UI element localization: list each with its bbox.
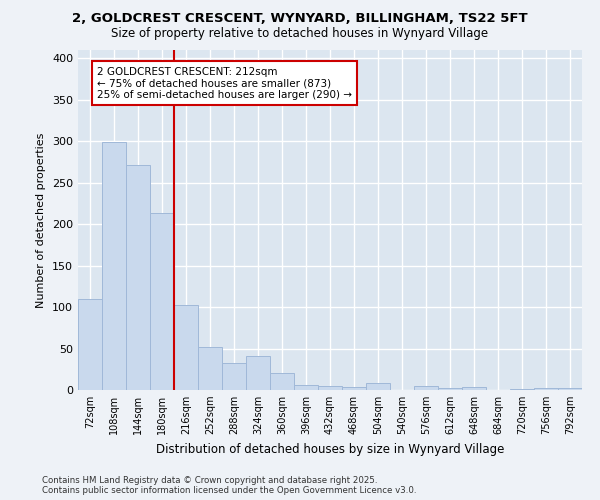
Bar [270, 374, 294, 390]
Text: 2, GOLDCREST CRESCENT, WYNYARD, BILLINGHAM, TS22 5FT: 2, GOLDCREST CRESCENT, WYNYARD, BILLINGH… [72, 12, 528, 26]
Bar [150, 212, 174, 390]
X-axis label: Distribution of detached houses by size in Wynyard Village: Distribution of detached houses by size … [156, 442, 504, 456]
Bar [102, 142, 126, 390]
Bar [366, 384, 390, 390]
Bar [534, 388, 558, 390]
Bar [294, 385, 318, 390]
Bar [414, 386, 438, 390]
Bar [198, 347, 222, 390]
Bar [222, 364, 246, 390]
Bar [246, 356, 270, 390]
Bar [510, 389, 534, 390]
Bar [78, 299, 102, 390]
Bar [174, 304, 198, 390]
Bar [558, 388, 582, 390]
Text: 2 GOLDCREST CRESCENT: 212sqm
← 75% of detached houses are smaller (873)
25% of s: 2 GOLDCREST CRESCENT: 212sqm ← 75% of de… [97, 66, 352, 100]
Bar [126, 166, 150, 390]
Y-axis label: Number of detached properties: Number of detached properties [37, 132, 46, 308]
Bar [438, 388, 462, 390]
Text: Contains HM Land Registry data © Crown copyright and database right 2025.
Contai: Contains HM Land Registry data © Crown c… [42, 476, 416, 495]
Bar [342, 386, 366, 390]
Text: Size of property relative to detached houses in Wynyard Village: Size of property relative to detached ho… [112, 28, 488, 40]
Bar [318, 386, 342, 390]
Bar [462, 386, 486, 390]
